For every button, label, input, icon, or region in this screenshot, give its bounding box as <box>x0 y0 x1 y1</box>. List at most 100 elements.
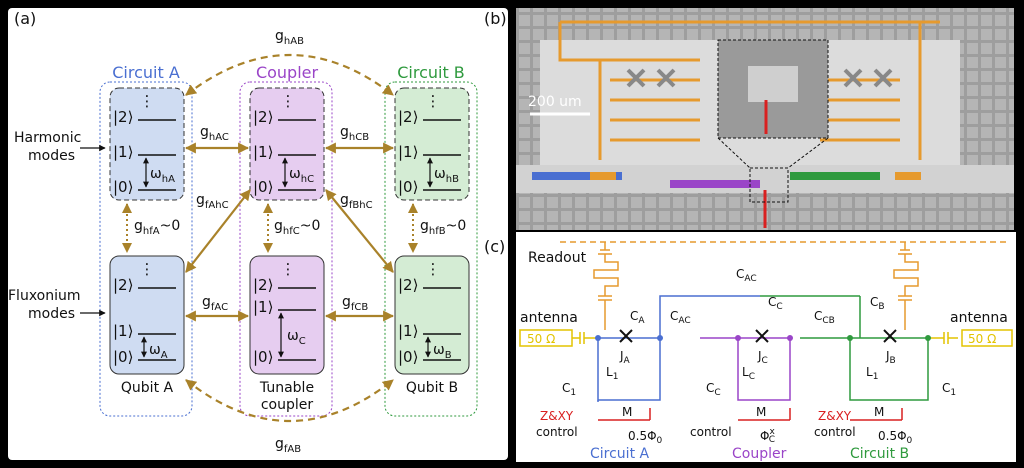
panel-c-bg <box>516 232 1016 462</box>
modes-label-1: modes <box>28 148 75 164</box>
omega-ha-label: ωhA <box>150 166 175 185</box>
omega-a-label: ωA <box>149 342 168 361</box>
qubit-b-label: Qubit B <box>406 380 458 396</box>
harmonic-box-b <box>394 87 470 201</box>
coupler-label: coupler <box>261 397 314 413</box>
ghfc-label: ghfC~0 <box>274 218 320 237</box>
chip-pad-b <box>895 172 921 180</box>
chip-strip-a <box>532 172 622 180</box>
footer-circuit-b: Circuit B <box>850 446 909 462</box>
level-1-label: |1⟩ <box>398 143 418 161</box>
level-1-label: |1⟩ <box>253 298 273 316</box>
levels-fluxonium-b: ⋮ |2⟩ |1⟩ |0⟩ ωB <box>398 260 461 366</box>
flux-b-label: 0.5Φ0 <box>878 429 913 446</box>
circuit-a-title: Circuit A <box>112 63 180 82</box>
level-dots: ⋮ <box>140 260 155 278</box>
chip-strip-b <box>790 172 880 180</box>
readout-label: Readout <box>528 250 587 266</box>
chip-strip-c <box>670 180 760 188</box>
control-word-a: control <box>536 425 578 439</box>
lc-label: LC <box>742 365 755 382</box>
level-0-label: |0⟩ <box>398 178 418 196</box>
level-1-label: |1⟩ <box>113 322 133 340</box>
level-1-label: |1⟩ <box>113 143 133 161</box>
control-word-b: control <box>814 425 856 439</box>
arrow-gfahc <box>185 189 251 273</box>
levels-fluxonium-c: ⋮ |2⟩ |1⟩ |0⟩ ωC <box>253 260 316 366</box>
cac-top-label: CAC <box>736 267 757 284</box>
level-dots: ⋮ <box>426 92 441 110</box>
level-2-label: |2⟩ <box>113 108 133 126</box>
arrow-gfab <box>185 379 394 423</box>
zoom-box <box>749 167 789 203</box>
m-label-c: M <box>756 405 766 419</box>
control-lines <box>598 408 903 421</box>
l1-label-b: L1 <box>866 365 878 382</box>
omega-b-label: ωB <box>433 342 452 361</box>
ghfa-label: ghfA~0 <box>134 218 180 237</box>
omega-c-label: ωC <box>287 328 306 347</box>
coupler-wires <box>700 337 791 401</box>
level-2-label: |2⟩ <box>398 108 418 126</box>
modes-label-2: modes <box>28 306 75 322</box>
readout-meander <box>558 20 940 160</box>
ghcb-label: ghCB <box>340 124 369 143</box>
harmonic-label: Harmonic <box>14 130 81 146</box>
m-label-b: M <box>874 405 884 419</box>
levels-harmonic-b: ⋮ |2⟩ |1⟩ |0⟩ ωhB <box>398 92 461 196</box>
gfac-label: gfAC <box>202 294 228 313</box>
control-label-a: Z&XY <box>540 409 574 423</box>
cc-shunt-label: CC <box>706 381 721 398</box>
c1-label-a: C1 <box>562 381 576 398</box>
level-2-label: |2⟩ <box>253 108 273 126</box>
flux-a-label: 0.5Φ0 <box>628 429 663 446</box>
level-0-label: |0⟩ <box>113 348 133 366</box>
control-word-c: control <box>690 425 732 439</box>
panel-label-a: (a) <box>14 9 36 28</box>
coupling-arrows <box>122 53 418 423</box>
gfbhc-label: gfBhC <box>340 192 373 211</box>
level-2-label: |2⟩ <box>253 276 273 294</box>
omega-hb-label: ωhB <box>434 166 459 185</box>
m-label-a: M <box>622 405 632 419</box>
level-1-label: |1⟩ <box>398 322 418 340</box>
ghac-label: ghAC <box>200 124 229 143</box>
levels-harmonic-a: ⋮ |2⟩ |1⟩ |0⟩ ωhA <box>113 92 176 196</box>
ghfb-label: ghfB~0 <box>420 218 466 237</box>
gfcb-label: gfCB <box>342 294 368 313</box>
ccb-label: CCB <box>814 309 835 326</box>
port-right <box>961 329 1013 347</box>
inset-core <box>748 66 798 102</box>
jc-label: JC <box>757 349 768 366</box>
level-0-label: |0⟩ <box>113 178 133 196</box>
panel-label-b: (b) <box>484 9 507 28</box>
level-0-label: |0⟩ <box>253 178 273 196</box>
port-right-label: 50 Ω <box>968 332 996 346</box>
omega-hc-label: ωhC <box>289 166 314 185</box>
antenna-right-label: antenna <box>950 310 1008 326</box>
arrow-gfbhc <box>325 189 394 273</box>
footer-circuit-a: Circuit A <box>590 446 650 462</box>
panel-label-c: (c) <box>484 237 505 256</box>
level-0-label: |0⟩ <box>398 348 418 366</box>
chip-pad-a <box>590 172 616 180</box>
ca-label: CA <box>630 309 645 326</box>
qubit-a-label: Qubit A <box>121 380 174 396</box>
ja-label: JA <box>619 349 631 366</box>
gfab-label: gfAB <box>275 436 301 455</box>
circuit-b-wires <box>760 295 929 401</box>
cb-label: CB <box>870 295 885 312</box>
l1-label-a: L1 <box>606 365 618 382</box>
control-label-b: Z&XY <box>818 409 852 423</box>
readout-resonators <box>593 242 919 330</box>
level-dots: ⋮ <box>426 260 441 278</box>
level-2-label: |2⟩ <box>113 276 133 294</box>
circuit-b-title: Circuit B <box>397 63 465 82</box>
footer-coupler: Coupler <box>732 446 787 462</box>
level-dots: ⋮ <box>140 92 155 110</box>
levels-fluxonium-a: ⋮ |2⟩ |1⟩ |0⟩ ωA <box>113 260 176 366</box>
fluxonium-box-b <box>394 255 470 375</box>
flux-c-label: Φx C <box>760 427 775 445</box>
